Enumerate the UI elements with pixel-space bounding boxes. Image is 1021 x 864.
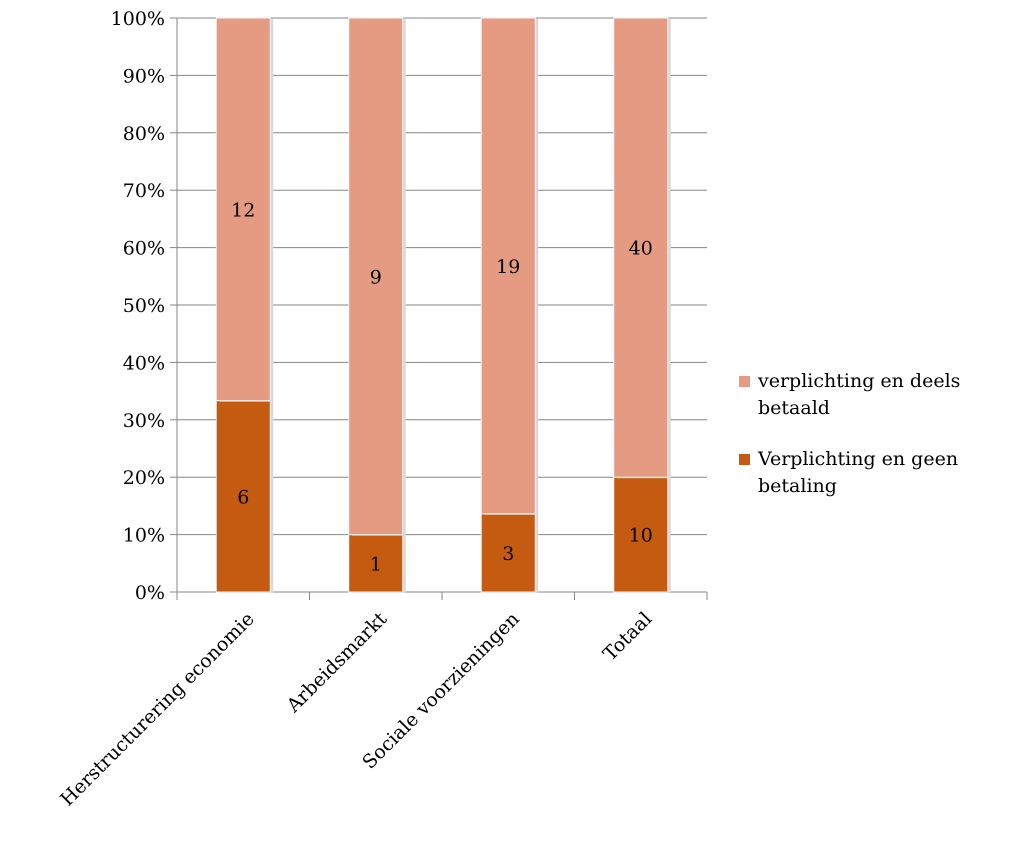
legend-swatch [739,454,750,465]
x-category-label: Totaal [599,608,656,665]
bar-segment-deels-betaald [348,17,404,536]
data-label: 19 [496,256,520,278]
data-label: 6 [237,486,249,508]
legend-swatch [739,376,750,387]
data-label: 12 [231,199,255,221]
bar-segment-geen-betaling [348,534,404,593]
legend-label: verplichting en deels [757,370,960,392]
bar-segment-geen-betaling [215,400,271,593]
y-tick-label: 70% [123,180,165,202]
data-label: 9 [370,266,382,288]
y-tick-label: 40% [123,352,165,374]
legend-label: Verplichting en geen [757,448,958,470]
x-category-label: Sociale voorzieningen [358,608,524,774]
data-label: 1 [370,553,382,575]
y-tick-label: 60% [123,238,165,260]
data-label: 10 [629,525,653,547]
y-tick-label: 80% [123,123,165,145]
bar-segment-deels-betaald [215,17,271,402]
y-tick-label: 20% [123,467,165,489]
y-tick-label: 100% [111,8,165,30]
bar-segment-deels-betaald [613,17,669,478]
x-category-label: Herstructurering economie [56,608,259,811]
data-label: 40 [629,238,653,260]
y-tick-label: 10% [123,525,165,547]
bar-segment-geen-betaling [613,476,669,593]
y-tick-label: 0% [135,582,165,604]
legend-label: betaling [758,475,837,497]
y-tick-label: 90% [123,65,165,87]
x-category-label: Arbeidsmarkt [282,608,392,718]
y-tick-label: 50% [123,295,165,317]
y-tick-label: 30% [123,410,165,432]
bar-segment-deels-betaald [480,17,536,515]
data-label: 3 [502,543,514,565]
legend-label: betaald [758,397,830,419]
